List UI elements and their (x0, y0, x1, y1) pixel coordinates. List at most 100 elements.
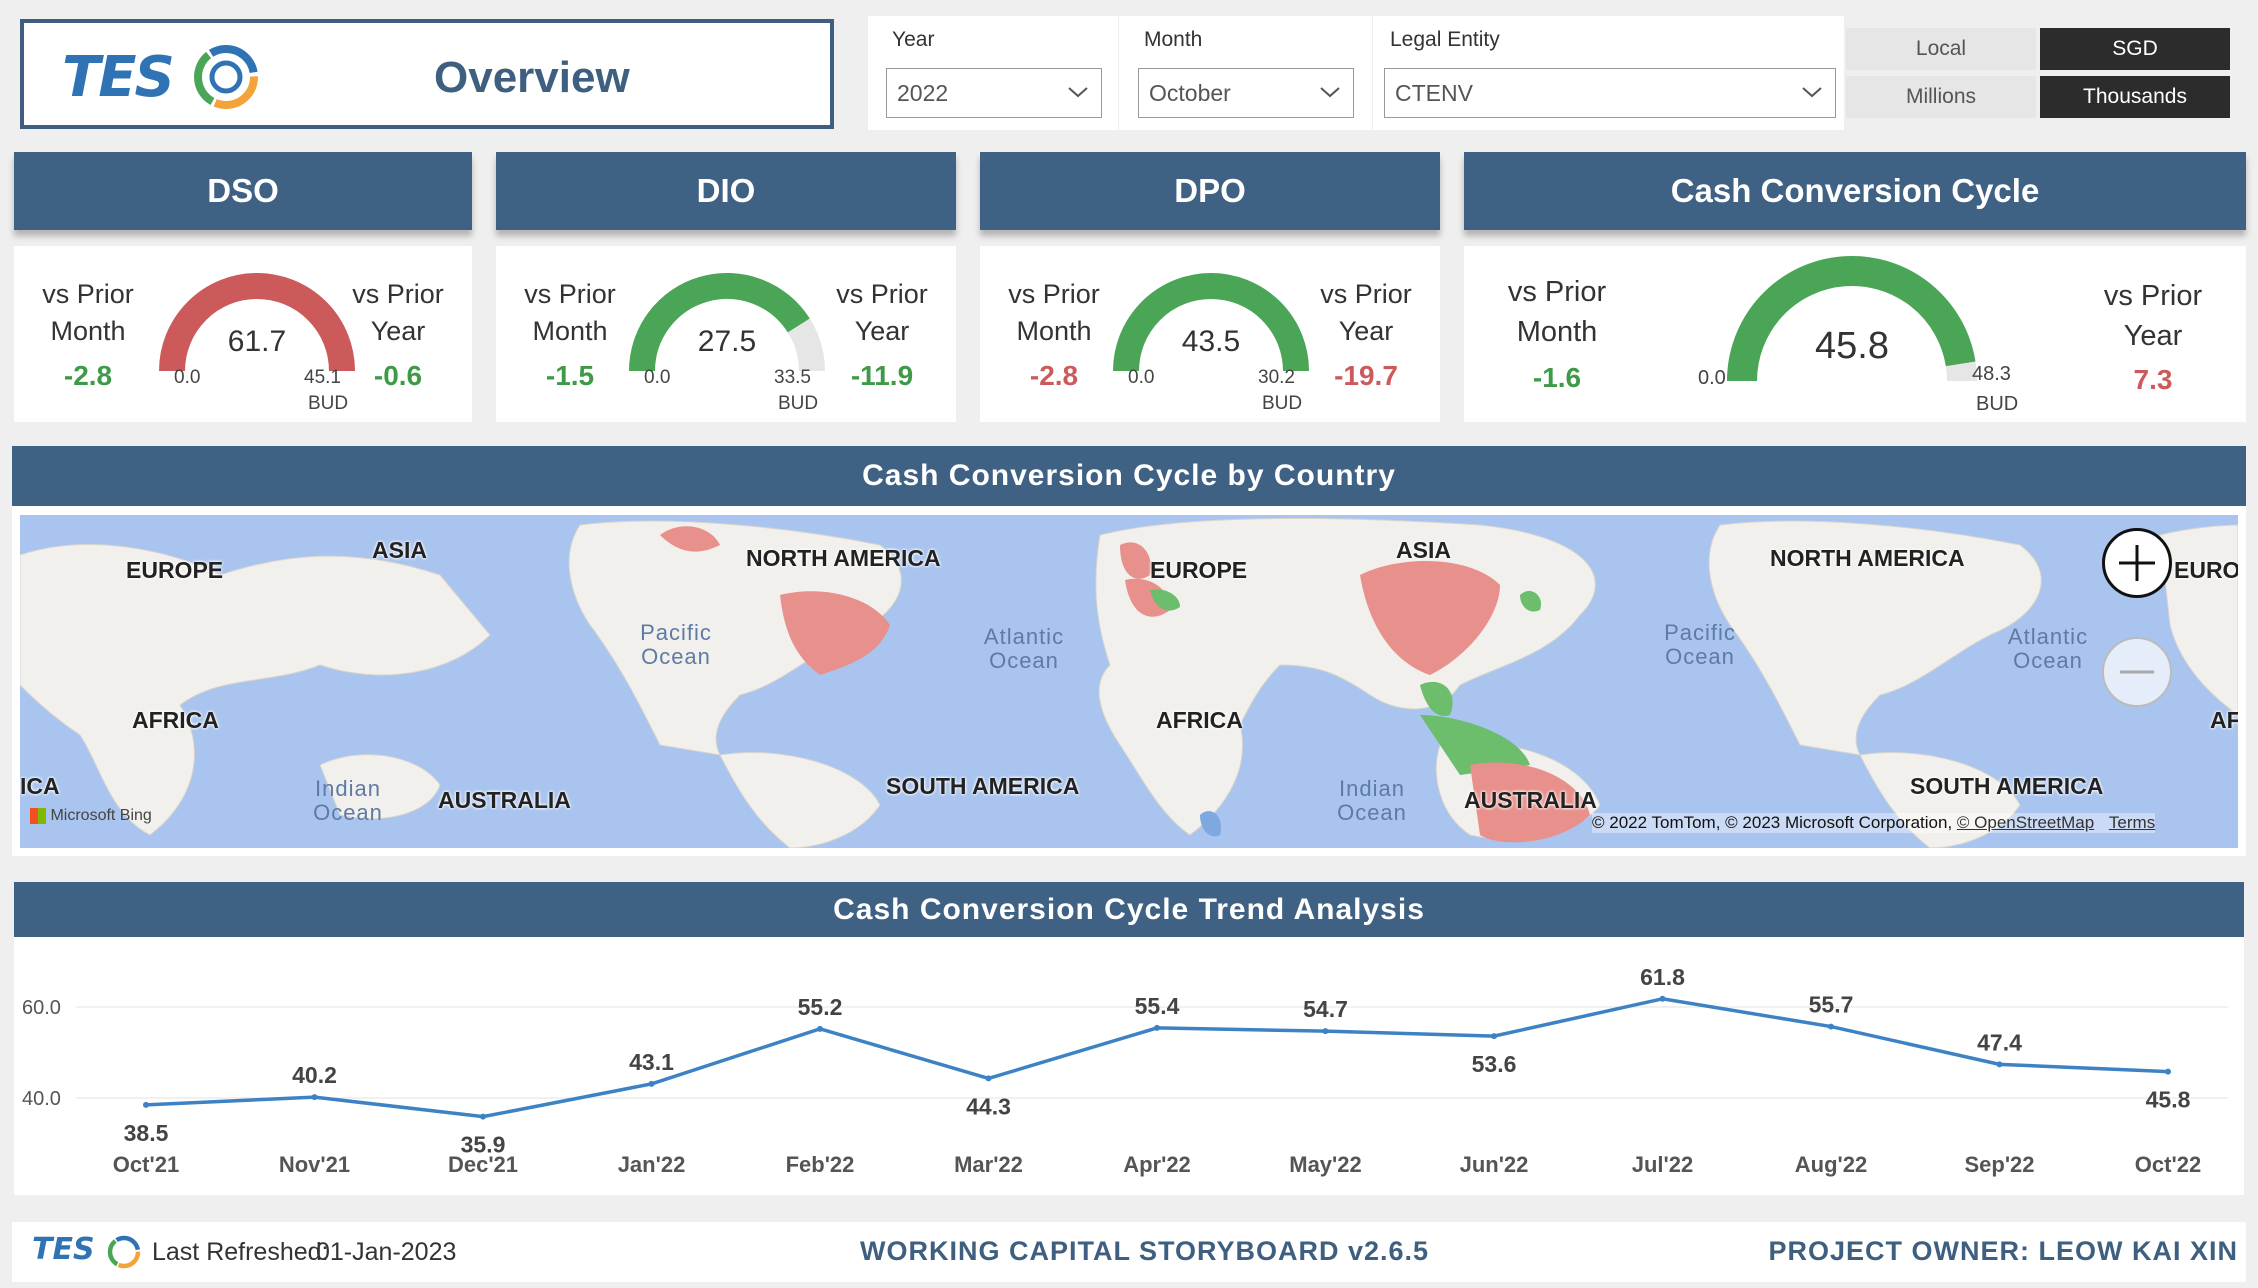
data-label: 35.9 (461, 1132, 506, 1158)
plus-icon (2119, 545, 2155, 581)
x-tick-label: May'22 (1289, 1152, 1362, 1177)
gauge-fill (159, 273, 355, 372)
data-point[interactable] (1491, 1033, 1497, 1040)
minus-icon (2120, 670, 2154, 674)
data-point[interactable] (311, 1094, 318, 1101)
vs-prior-month-value: -1.6 (1532, 362, 1582, 393)
unit-millions-button[interactable]: Millions (1846, 76, 2036, 118)
x-tick-label: Jul'22 (1632, 1152, 1694, 1177)
legal-entity-value: CTENV (1395, 80, 1473, 106)
bing-attribution: Microsoft Bing (30, 807, 152, 825)
continent-label: NORTH AMERICA (1770, 545, 1965, 571)
kpi-title: Cash Conversion Cycle (1464, 152, 2246, 230)
ocean-label: Pacific Ocean (640, 620, 712, 669)
gauge-target: 45.1 (304, 367, 341, 388)
data-label: 55.2 (798, 994, 843, 1020)
storyboard-version: WORKING CAPITAL STORYBOARD v2.6.5 (860, 1236, 1430, 1266)
continent-label: AFRICA (1156, 707, 1243, 733)
vs-prior-year-label: vs Prior Year (836, 279, 928, 346)
gauge-fill (1113, 273, 1309, 372)
vs-prior-month-label: vs Prior Month (1507, 276, 1607, 348)
x-tick-label: Apr'22 (1123, 1152, 1191, 1177)
title-panel: TES Overview (20, 19, 834, 129)
gauge-fill (629, 273, 810, 372)
continent-label: ICA (20, 773, 60, 799)
year-label: Year (892, 28, 935, 51)
data-point[interactable] (480, 1113, 486, 1120)
continent-label: EURO (2174, 557, 2238, 583)
vs-prior-month-label: vs Prior Month (1008, 279, 1100, 346)
x-tick-label: Aug'22 (1795, 1152, 1867, 1177)
data-label: 43.1 (629, 1049, 674, 1075)
unit-thousands-button[interactable]: Thousands (2040, 76, 2230, 118)
gauge (629, 273, 825, 372)
data-point[interactable] (817, 1025, 823, 1032)
data-point[interactable] (1154, 1024, 1160, 1031)
y-tick-label: 40.0 (22, 1088, 61, 1110)
data-label: 53.6 (1472, 1051, 1517, 1077)
currency-sgd-button[interactable]: SGD (2040, 28, 2230, 70)
zoom-out-button[interactable] (2102, 637, 2172, 707)
continent-label: SOUTH AMERICA (886, 773, 1080, 799)
project-owner: PROJECT OWNER: LEOW KAI XIN (1768, 1236, 2238, 1266)
microsoft-logo-icon (30, 807, 46, 824)
gauge (159, 273, 355, 372)
zoom-in-button[interactable] (2102, 528, 2172, 598)
logo-swirl-icon (107, 1235, 141, 1269)
footer-logo: TES (32, 1232, 95, 1267)
data-label: 47.4 (1977, 1029, 2022, 1055)
continent-label: EUROPE (126, 557, 224, 583)
gauge-value: 43.5 (1181, 325, 1241, 358)
x-tick-label: Mar'22 (954, 1152, 1023, 1177)
currency-local-button[interactable]: Local (1846, 28, 2036, 70)
month-dropdown[interactable]: October (1138, 68, 1354, 118)
gauge-target-label: BUD (308, 393, 349, 414)
kpi-title: DSO (14, 152, 472, 230)
data-point[interactable] (1659, 995, 1666, 1002)
gauge (1727, 255, 1977, 382)
data-label: 55.4 (1135, 993, 1180, 1019)
data-point[interactable] (985, 1075, 992, 1082)
gauge-target: 30.2 (1258, 367, 1295, 388)
terms-link[interactable]: Terms (2108, 813, 2156, 832)
x-tick-label: Feb'22 (786, 1152, 855, 1177)
vs-prior-month-value: -2.8 (63, 360, 113, 391)
data-point[interactable] (1996, 1061, 2003, 1068)
data-point[interactable] (1828, 1023, 1834, 1030)
x-tick-label: Oct'21 (113, 1152, 179, 1177)
legal-entity-dropdown[interactable]: CTENV (1384, 68, 1836, 118)
gauge (1113, 273, 1309, 372)
x-tick-label: Jun'22 (1460, 1152, 1529, 1177)
data-label: 38.5 (124, 1120, 169, 1146)
data-point[interactable] (2165, 1068, 2171, 1075)
ocean-label: Indian Ocean (313, 776, 383, 825)
kpi-card: vs Prior Month -2.8 vs Prior Year -0.6 61.7 0… (14, 246, 472, 422)
continent-label: AFRI (2210, 707, 2238, 733)
continent-label: ASIA (1396, 537, 1451, 563)
logo-swirl-icon (194, 45, 258, 109)
openstreetmap-link[interactable]: © OpenStreetMap (1956, 813, 2095, 832)
country-map[interactable]: EUROPE ASIA NORTH AMERICA EUROPE ASIA NO… (20, 515, 2238, 848)
vs-prior-year-value: -11.9 (850, 360, 914, 391)
month-label: Month (1144, 28, 1203, 51)
data-label: 54.7 (1303, 996, 1348, 1022)
trend-title: Cash Conversion Cycle Trend Analysis (14, 882, 2244, 937)
last-refreshed-label: Last Refreshed: (152, 1238, 329, 1266)
gauge-min: 0.0 (174, 367, 201, 388)
data-point[interactable] (1322, 1028, 1329, 1035)
kpi-card: vs Prior Month -1.5 vs Prior Year -11.9 27.5… (496, 246, 956, 422)
x-tick-label: Jan'22 (618, 1152, 686, 1177)
ocean-label: Atlantic Ocean (2007, 624, 2089, 673)
kpi-title: DIO (496, 152, 956, 230)
kpi-card: vs Prior Month -1.6 vs Prior Year 7.3 45.8 0.… (1464, 246, 2246, 422)
month-value: October (1149, 80, 1231, 106)
data-point[interactable] (648, 1080, 655, 1087)
vs-prior-year-label: vs Prior Year (2103, 280, 2203, 352)
data-point[interactable] (143, 1101, 149, 1108)
map-attribution: © 2022 TomTom, © 2023 Microsoft Corporat… (1592, 813, 2156, 833)
last-refreshed-date: 01-Jan-2023 (316, 1238, 457, 1266)
gauge-value: 45.8 (1815, 325, 1889, 367)
year-dropdown[interactable]: 2022 (886, 68, 1102, 118)
kpi-title: DPO (980, 152, 1440, 230)
vs-prior-month-label: vs Prior Month (524, 279, 616, 346)
